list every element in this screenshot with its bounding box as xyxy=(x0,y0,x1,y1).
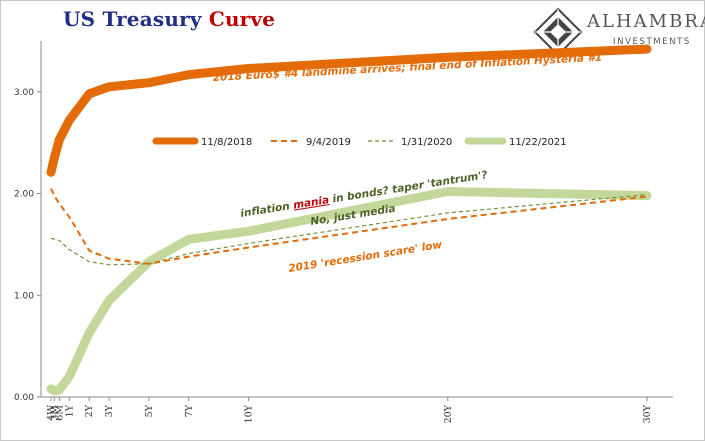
legend-label: 11/8/2018 xyxy=(201,137,252,148)
axes xyxy=(40,41,673,398)
y-tick-label: 3.00 xyxy=(14,88,34,98)
chart-title: US Treasury Curve xyxy=(63,7,275,31)
x-tick-label: 20Y xyxy=(443,404,454,423)
series-line-9-4-2019 xyxy=(50,188,648,265)
x-tick-label: 6M xyxy=(54,405,65,421)
x-tick-label: 7Y xyxy=(184,404,195,417)
annotation-group: 2018 Euro$ #4 landmine arrives; final en… xyxy=(213,52,603,275)
annotation-mania-prefix: inflation xyxy=(240,200,295,220)
annotation-mania-highlight: mania xyxy=(292,194,330,212)
x-tick-label: 2Y xyxy=(84,404,95,417)
y-tick-group: 0.00 1.00 2.00 3.00 xyxy=(14,88,41,403)
x-tick-label: 10Y xyxy=(244,404,255,423)
logo-name: ALHAMBRA xyxy=(587,11,705,32)
chart-title-part2: Curve xyxy=(208,7,276,31)
series-group xyxy=(46,44,652,396)
y-tick-label: 2.00 xyxy=(14,190,34,200)
x-tick-label: 1Y xyxy=(64,404,75,417)
series-line-11-8-2018 xyxy=(46,44,652,177)
x-tick-label: 3Y xyxy=(104,404,115,417)
series-line-1-31-2020 xyxy=(50,194,648,266)
annotation-recession-scare: 2019 'recession scare' low xyxy=(288,239,444,275)
alhambra-logo: ALHAMBRA INVESTMENTS xyxy=(533,7,705,57)
y-tick-label: 1.00 xyxy=(14,291,34,301)
legend-label: 1/31/2020 xyxy=(401,137,452,148)
x-tick-label: 5Y xyxy=(144,404,155,417)
x-tick-label: 4W xyxy=(46,405,57,421)
logo-tagline: INVESTMENTS xyxy=(613,37,691,47)
legend-label: 11/22/2021 xyxy=(509,137,567,148)
x-tick-label: 30Y xyxy=(642,404,653,423)
legend-label: 9/4/2019 xyxy=(306,137,351,148)
chart-title-part1: US Treasury xyxy=(63,7,202,31)
legend: 11/8/2018 9/4/2019 1/31/2020 11/22/2021 xyxy=(152,137,567,148)
y-tick-label: 0.00 xyxy=(14,393,34,403)
series-line-11-22-2021 xyxy=(46,187,652,396)
x-tick-label: 3M xyxy=(49,405,60,421)
